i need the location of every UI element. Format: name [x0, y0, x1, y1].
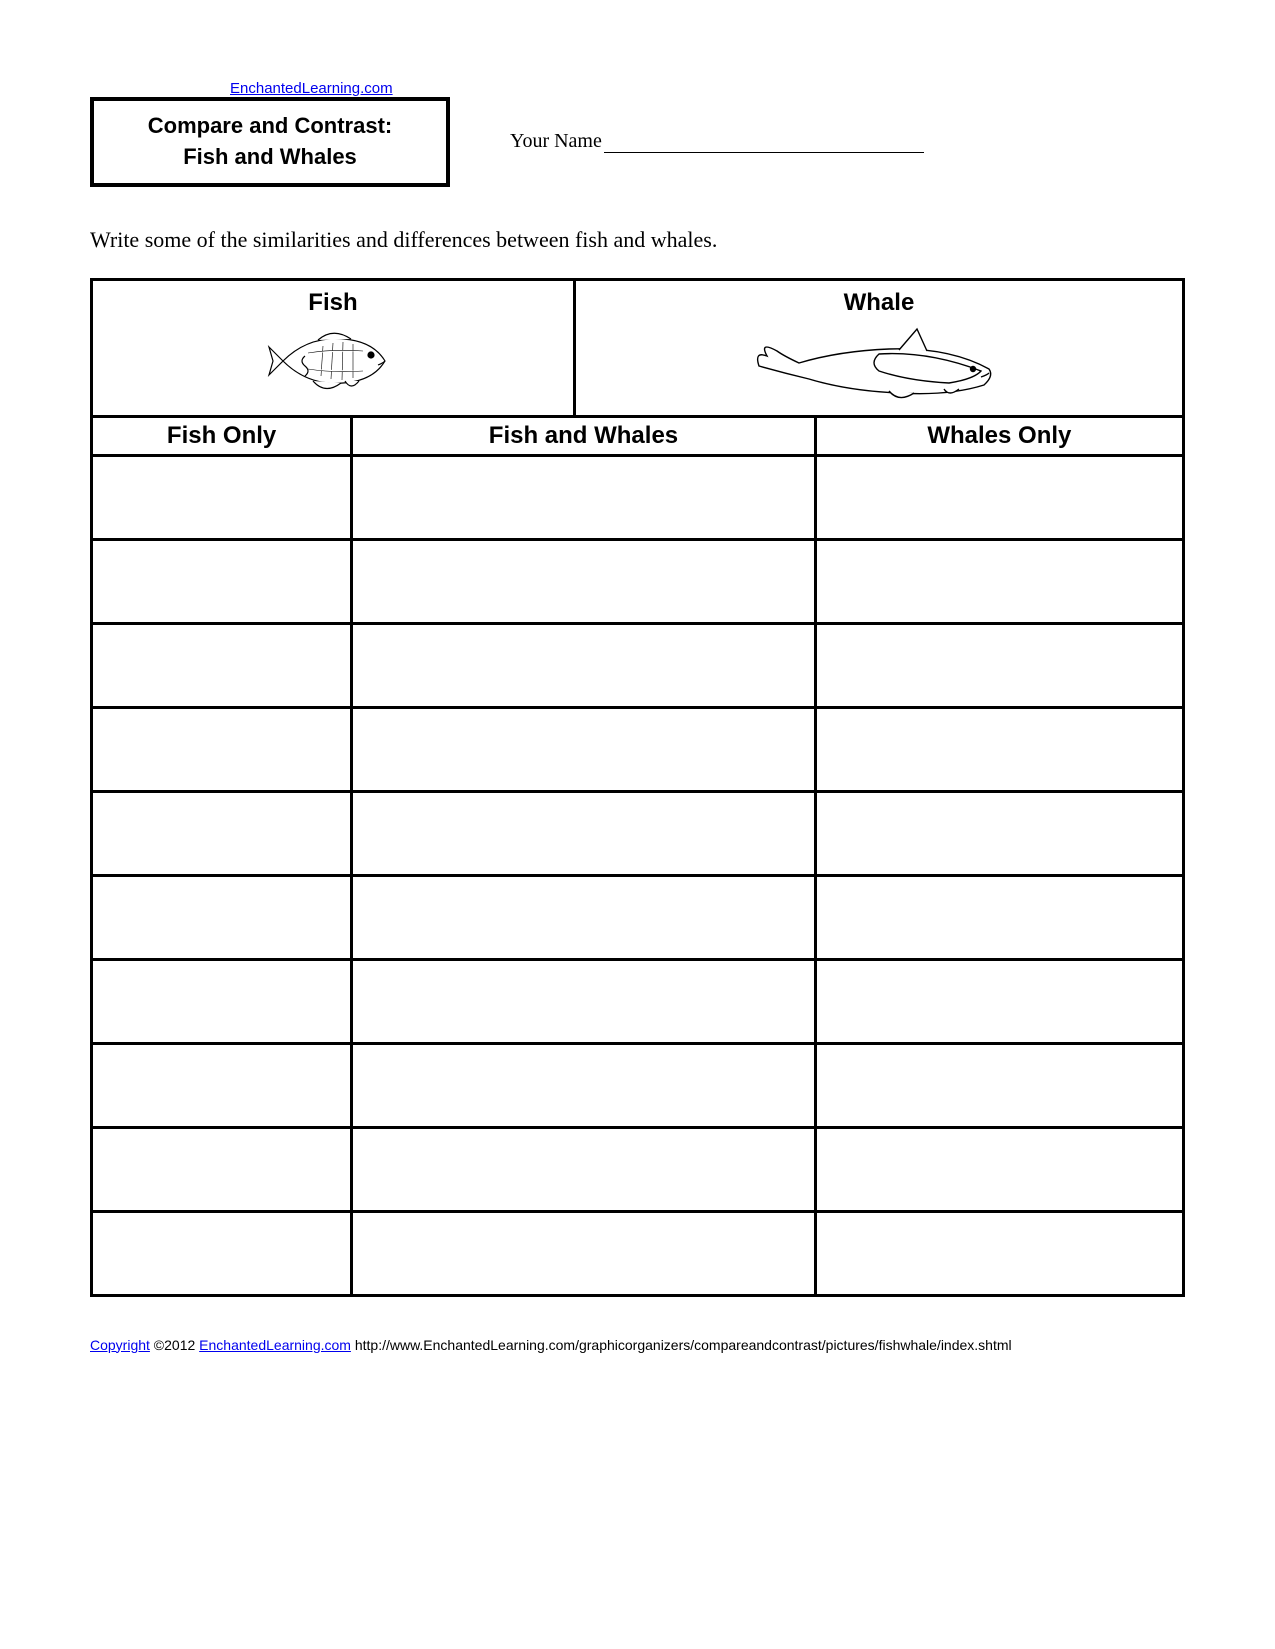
table-cell[interactable]	[92, 707, 352, 791]
table-cell[interactable]	[815, 707, 1183, 791]
table-cell[interactable]	[352, 1211, 816, 1295]
footer-url: http://www.EnchantedLearning.com/graphic…	[351, 1337, 1012, 1353]
col-header-fish-only: Fish Only	[92, 416, 352, 455]
table-cell[interactable]	[815, 1127, 1183, 1211]
table-cell[interactable]	[352, 875, 816, 959]
table-row	[92, 539, 1184, 623]
table-cell[interactable]	[815, 455, 1183, 539]
title-box: Compare and Contrast: Fish and Whales	[90, 97, 450, 187]
fish-icon	[263, 321, 403, 401]
header-row: Compare and Contrast: Fish and Whales Yo…	[90, 97, 1185, 187]
table-row	[92, 959, 1184, 1043]
table-cell[interactable]	[92, 1127, 352, 1211]
table-row	[92, 1127, 1184, 1211]
whale-icon	[749, 321, 1009, 411]
title-line-1: Compare and Contrast:	[124, 111, 416, 142]
name-field: Your Name	[510, 130, 924, 153]
title-line-2: Fish and Whales	[124, 142, 416, 173]
name-label: Your Name	[510, 130, 602, 152]
table-cell[interactable]	[352, 959, 816, 1043]
table-cell[interactable]	[92, 959, 352, 1043]
table-cell[interactable]	[92, 623, 352, 707]
table-cell[interactable]	[92, 875, 352, 959]
table-row	[92, 791, 1184, 875]
table-row	[92, 875, 1184, 959]
fish-header-cell: Fish	[92, 279, 575, 416]
table-cell[interactable]	[815, 623, 1183, 707]
table-cell[interactable]	[92, 1043, 352, 1127]
name-blank-line[interactable]	[604, 152, 924, 153]
table-cell[interactable]	[352, 707, 816, 791]
table-cell[interactable]	[352, 1043, 816, 1127]
table-cell[interactable]	[815, 791, 1183, 875]
table-cell[interactable]	[815, 875, 1183, 959]
table-cell[interactable]	[352, 791, 816, 875]
col-header-both: Fish and Whales	[352, 416, 816, 455]
whale-label: Whale	[576, 289, 1182, 317]
table-row	[92, 707, 1184, 791]
table-row	[92, 623, 1184, 707]
table-cell[interactable]	[815, 539, 1183, 623]
table-row	[92, 1211, 1184, 1295]
footer-site-link[interactable]: EnchantedLearning.com	[199, 1337, 351, 1353]
table-cell[interactable]	[92, 455, 352, 539]
whale-header-cell: Whale	[574, 279, 1183, 416]
table-cell[interactable]	[92, 791, 352, 875]
table-top-header-row: Fish	[92, 279, 1184, 416]
table-cell[interactable]	[815, 959, 1183, 1043]
table-cell[interactable]	[352, 539, 816, 623]
table-cell[interactable]	[815, 1211, 1183, 1295]
copyright-year: ©2012	[150, 1337, 199, 1353]
col-header-whales-only: Whales Only	[815, 416, 1183, 455]
table-cell[interactable]	[815, 1043, 1183, 1127]
table-sub-header-row: Fish Only Fish and Whales Whales Only	[92, 416, 1184, 455]
fish-label: Fish	[93, 289, 573, 317]
table-cell[interactable]	[352, 1127, 816, 1211]
compare-contrast-table: Fish	[90, 278, 1185, 1297]
table-row	[92, 455, 1184, 539]
top-site-link[interactable]: EnchantedLearning.com	[230, 80, 1185, 97]
footer: Copyright ©2012 EnchantedLearning.com ht…	[90, 1337, 1185, 1353]
table-row	[92, 1043, 1184, 1127]
table-cell[interactable]	[92, 1211, 352, 1295]
table-cell[interactable]	[352, 455, 816, 539]
instructions-text: Write some of the similarities and diffe…	[90, 227, 1185, 253]
table-cell[interactable]	[92, 539, 352, 623]
table-cell[interactable]	[352, 623, 816, 707]
copyright-link[interactable]: Copyright	[90, 1337, 150, 1353]
